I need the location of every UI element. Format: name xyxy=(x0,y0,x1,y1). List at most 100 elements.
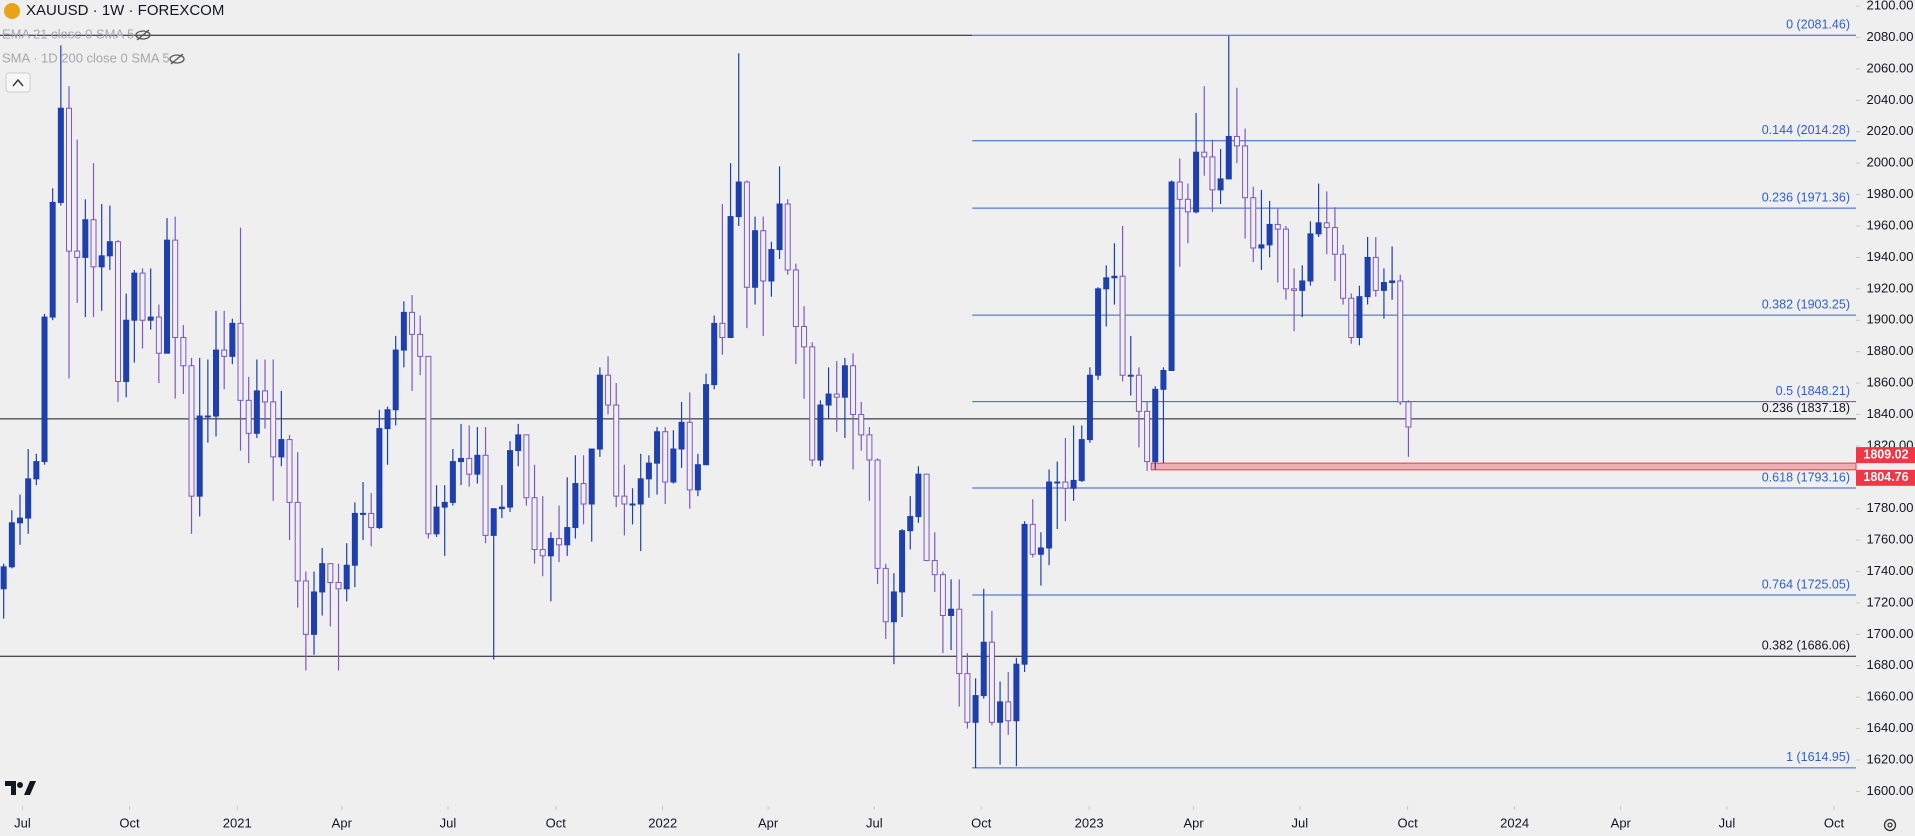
candle-body xyxy=(1299,280,1306,291)
candle-body xyxy=(531,497,538,551)
candle-body xyxy=(115,241,122,382)
x-tick-label: Oct xyxy=(119,815,140,830)
candle-body xyxy=(433,506,440,535)
candle-body xyxy=(1201,151,1208,158)
candle-body xyxy=(858,413,865,436)
candle-body xyxy=(1266,223,1273,246)
candle-body xyxy=(556,538,563,546)
candle-body xyxy=(1315,222,1322,235)
candle-body xyxy=(1380,282,1387,291)
candle-body xyxy=(409,311,416,335)
y-tick-label: 1700.00 xyxy=(1867,626,1914,641)
candle-body xyxy=(1062,481,1069,489)
candle-body xyxy=(1250,197,1257,249)
candle-body xyxy=(580,483,587,505)
visibility-icon[interactable] xyxy=(135,29,151,41)
candle-body xyxy=(939,574,946,616)
candle-body xyxy=(1356,296,1363,339)
y-tick-label: 1600.00 xyxy=(1867,783,1914,798)
symbol-icon xyxy=(4,3,20,19)
candle-body xyxy=(825,393,832,406)
candle-body xyxy=(1274,223,1281,230)
x-tick-label: Apr xyxy=(332,815,353,830)
candle-body xyxy=(302,580,309,635)
candle-body xyxy=(1258,244,1265,249)
candle-body xyxy=(1348,297,1355,339)
fib-label: 0.618 (1793.16) xyxy=(1762,470,1850,484)
candle-body xyxy=(711,322,718,386)
candle-body xyxy=(1070,479,1077,489)
candle-body xyxy=(866,434,873,461)
candle-body xyxy=(441,501,448,508)
candle-body xyxy=(1168,181,1175,371)
candle-body xyxy=(245,399,252,434)
candle-body xyxy=(237,322,244,401)
candle-body xyxy=(809,346,816,461)
candle-body xyxy=(760,230,767,282)
candle-body xyxy=(605,374,612,406)
candle-body xyxy=(392,349,399,411)
candle-body xyxy=(368,512,375,529)
candle-body xyxy=(923,473,930,562)
candle-body xyxy=(686,421,693,491)
candle-body xyxy=(539,549,546,557)
collapse-button[interactable] xyxy=(5,72,31,93)
price-tag xyxy=(1856,469,1915,486)
candle-body xyxy=(588,448,595,505)
candle-body xyxy=(1086,374,1093,441)
candle-body xyxy=(449,461,456,503)
candle-body xyxy=(988,641,995,723)
candle-body xyxy=(1054,481,1061,484)
candle-body xyxy=(694,464,701,491)
candle-body xyxy=(1217,178,1224,191)
candle-body xyxy=(57,107,64,203)
y-tick-label: 1840.00 xyxy=(1867,406,1914,421)
candle-body xyxy=(980,641,987,697)
candle-body xyxy=(1282,228,1289,290)
visibility-icon[interactable] xyxy=(169,53,185,65)
level-label: 0.382 (1686.06) xyxy=(1762,639,1850,653)
candle-body xyxy=(1323,222,1330,229)
candle-body xyxy=(850,365,857,415)
candle-body xyxy=(17,517,24,524)
x-tick-label: 2024 xyxy=(1500,815,1529,830)
candle-body xyxy=(792,269,799,328)
candle-body xyxy=(213,349,220,417)
y-tick-label: 1880.00 xyxy=(1867,343,1914,358)
candle-body xyxy=(286,439,293,503)
candle-body xyxy=(1029,523,1036,555)
y-tick-label: 1980.00 xyxy=(1867,186,1914,201)
candle-body xyxy=(123,319,130,382)
candle-body xyxy=(972,695,979,723)
y-tick-label: 1920.00 xyxy=(1867,280,1914,295)
candle-body xyxy=(596,374,603,450)
fib-label: 0 (2081.46) xyxy=(1786,18,1850,32)
candle-body xyxy=(66,107,73,252)
candle-body xyxy=(515,434,522,452)
candle-body xyxy=(172,239,179,339)
candle-body xyxy=(841,365,848,398)
fib-label: 0.144 (2014.28) xyxy=(1762,123,1850,137)
candle-body xyxy=(311,591,318,635)
candle-body xyxy=(768,249,775,282)
candle-body xyxy=(384,409,391,430)
candle-body xyxy=(572,483,579,529)
candle-body xyxy=(1152,388,1159,463)
logo xyxy=(5,781,36,795)
candle-body xyxy=(637,478,644,505)
candle-body xyxy=(294,501,301,582)
x-tick-label: Oct xyxy=(971,815,992,830)
candle-body xyxy=(253,390,260,434)
candle-body xyxy=(1111,275,1118,279)
candle-body xyxy=(1013,663,1020,722)
settings-icon[interactable] xyxy=(1883,818,1897,832)
y-tick-label: 2100.00 xyxy=(1867,0,1914,13)
candle-body xyxy=(482,454,489,536)
candle-body xyxy=(221,349,228,357)
candle-body xyxy=(327,563,334,584)
candle-body xyxy=(90,219,97,268)
